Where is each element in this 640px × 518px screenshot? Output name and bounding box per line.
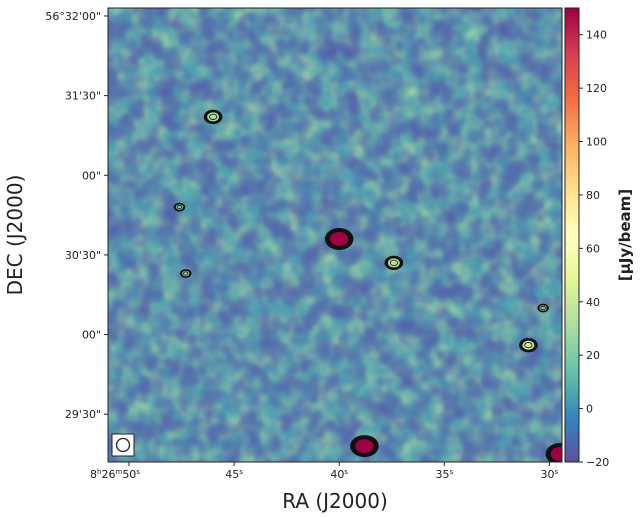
- colorbar-gradient: [564, 7, 580, 463]
- colorbar-tick-label: 120: [586, 82, 607, 95]
- map-image: [108, 8, 562, 462]
- source-7: [519, 338, 538, 353]
- colorbar-tick-label: 140: [586, 29, 607, 42]
- x-tick-label: 40s: [330, 468, 348, 481]
- colorbar-tick-label: 80: [586, 189, 600, 202]
- x-tick-label: 30s: [541, 468, 559, 481]
- y-axis: 56°32'00" 31'30" 00" 30'30" 00" 29'30": [45, 10, 108, 421]
- x-axis: 8h26m50s45s40s35s30s25s: [90, 462, 559, 481]
- source-core: [355, 439, 374, 454]
- source-1: [203, 109, 223, 125]
- x-tick-label: 45s: [225, 468, 243, 481]
- source-core: [387, 258, 400, 268]
- colorbar-tick-label: 40: [586, 296, 600, 309]
- y-tick-label: 56°32'00": [45, 10, 101, 23]
- source-contour-inner: [540, 305, 546, 311]
- source-4: [324, 227, 354, 250]
- y-tick-label: 29'30": [65, 408, 101, 421]
- y-tick-label: 00": [82, 329, 101, 342]
- source-5: [384, 255, 404, 271]
- source-core: [330, 231, 349, 246]
- source-6: [537, 303, 549, 313]
- source-contour-inner: [209, 113, 218, 120]
- y-tick-label: 30'30": [65, 249, 101, 262]
- y-axis-label: DEC (J2000): [3, 175, 27, 296]
- source-contour-inner: [524, 342, 533, 349]
- source-core: [522, 340, 535, 350]
- y-tick-label: 00": [82, 169, 101, 182]
- source-core: [207, 112, 220, 122]
- colorbar-tick-label: 0: [586, 403, 593, 416]
- colorbar-tick-label: 20: [586, 349, 600, 362]
- colorbar-tick-label: −20: [586, 456, 609, 469]
- x-tick-label: 8h26m50s: [90, 468, 140, 481]
- source-core: [550, 447, 562, 462]
- colorbar-label: [μJy/beam]: [616, 189, 634, 281]
- source-8: [350, 435, 379, 458]
- source-3: [180, 269, 192, 278]
- source-contour-inner: [176, 205, 183, 210]
- source-2: [173, 202, 186, 212]
- source-9: [545, 443, 562, 462]
- colorbar-tick-label: 60: [586, 242, 600, 255]
- source-contour-inner: [389, 259, 398, 267]
- plot-frame: [107, 7, 563, 463]
- y-tick-label: 31'30": [65, 90, 101, 103]
- x-tick-label: 35s: [435, 468, 453, 481]
- colorbar: −20 0 20 40 60 80 100 120 140 [μJy/beam]: [564, 7, 634, 469]
- x-axis-label: RA (J2000): [282, 489, 388, 513]
- colorbar-tick-label: 100: [586, 136, 607, 149]
- source-contour-inner: [183, 271, 189, 276]
- beam-marker: [111, 433, 135, 457]
